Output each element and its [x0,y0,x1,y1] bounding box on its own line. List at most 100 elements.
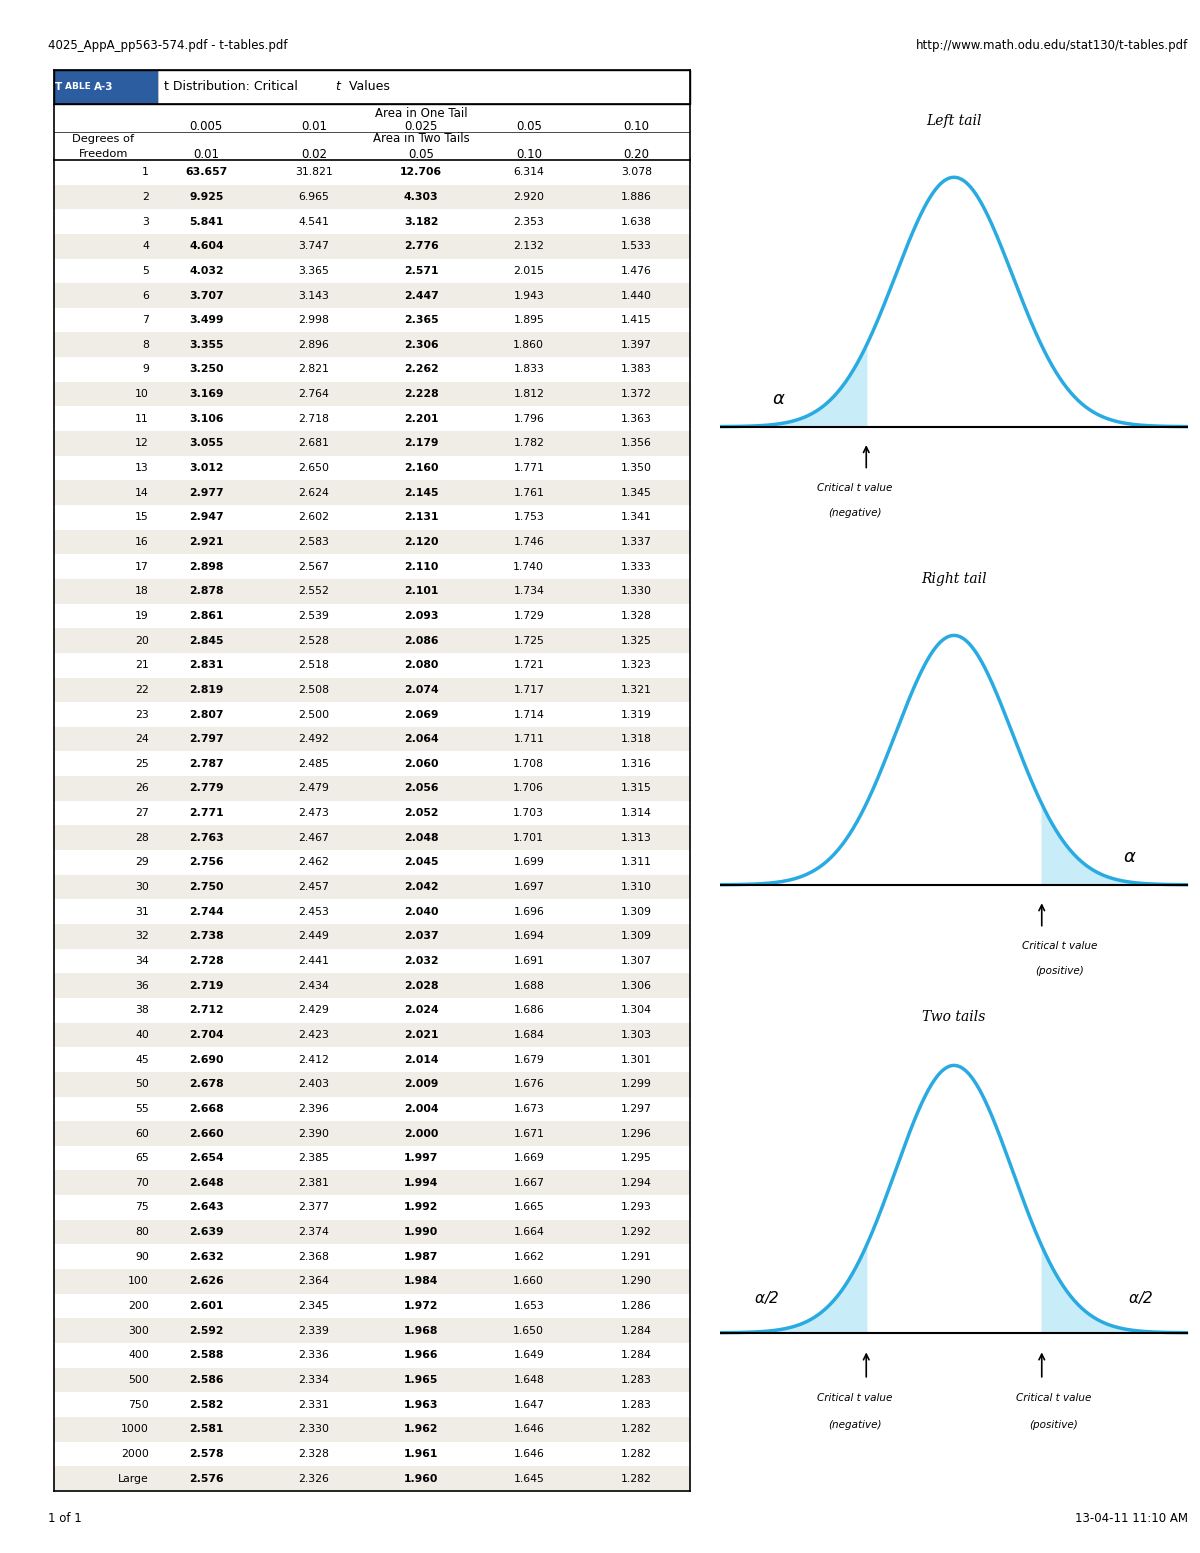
Text: 1.746: 1.746 [514,537,545,547]
Text: 2.567: 2.567 [299,562,329,572]
Text: 2.331: 2.331 [299,1399,329,1410]
Text: 1.729: 1.729 [514,610,545,621]
Text: 1.286: 1.286 [620,1301,652,1311]
Text: 2.668: 2.668 [190,1104,223,1114]
Text: Left tail: Left tail [926,115,982,129]
Text: 2.056: 2.056 [404,783,438,794]
Text: 2.528: 2.528 [299,635,329,646]
Text: 0.10: 0.10 [623,120,649,134]
Text: 1.860: 1.860 [514,340,545,349]
Text: 29: 29 [136,857,149,868]
Text: 1.283: 1.283 [620,1374,652,1385]
Text: 2.583: 2.583 [299,537,329,547]
Text: 2.578: 2.578 [190,1449,223,1458]
Text: 4.032: 4.032 [190,266,223,276]
Text: 2.086: 2.086 [404,635,438,646]
Text: 0.02: 0.02 [301,148,326,162]
Text: 5: 5 [142,266,149,276]
Text: 2.345: 2.345 [299,1301,329,1311]
Text: 80: 80 [136,1227,149,1238]
Text: 2.896: 2.896 [299,340,329,349]
Text: 2.385: 2.385 [299,1154,329,1163]
Text: 27: 27 [136,808,149,818]
Text: 22: 22 [136,685,149,694]
Text: 0.05: 0.05 [516,120,541,134]
Text: 1.968: 1.968 [404,1326,438,1336]
Text: 400: 400 [128,1350,149,1360]
Text: 2.681: 2.681 [299,438,329,449]
Text: 32: 32 [136,932,149,941]
Text: 1.987: 1.987 [404,1252,438,1261]
Text: 2.334: 2.334 [299,1374,329,1385]
Text: 2.145: 2.145 [404,488,438,497]
Text: 2.024: 2.024 [404,1005,439,1016]
Text: 1.650: 1.650 [514,1326,545,1336]
Text: 1.653: 1.653 [514,1301,545,1311]
Text: 2.819: 2.819 [190,685,223,694]
Text: 6.314: 6.314 [514,168,545,177]
Text: 2.492: 2.492 [299,735,329,744]
Text: 1.310: 1.310 [620,882,652,891]
Text: 1.350: 1.350 [620,463,652,474]
Text: 2.738: 2.738 [190,932,223,941]
Text: 1.701: 1.701 [514,832,545,843]
Text: 1.330: 1.330 [620,587,652,596]
Text: 8: 8 [142,340,149,349]
Text: 3.143: 3.143 [299,290,329,301]
Text: 2.364: 2.364 [299,1277,329,1286]
Text: 24: 24 [136,735,149,744]
Text: 2.764: 2.764 [299,390,329,399]
Text: 2.898: 2.898 [190,562,223,572]
Text: 75: 75 [136,1202,149,1213]
Text: 1.290: 1.290 [620,1277,652,1286]
Text: 2.977: 2.977 [190,488,223,497]
Text: T: T [55,82,62,92]
Text: t Distribution: Critical: t Distribution: Critical [163,81,301,93]
Text: 2.845: 2.845 [190,635,223,646]
Text: 2.131: 2.131 [404,512,438,522]
Text: 2.101: 2.101 [404,587,438,596]
Text: 2.592: 2.592 [190,1326,223,1336]
Text: 2.473: 2.473 [299,808,329,818]
Text: 2.718: 2.718 [299,413,329,424]
Text: 1.283: 1.283 [620,1399,652,1410]
Text: 4.303: 4.303 [404,193,439,202]
Text: 1.295: 1.295 [620,1154,652,1163]
Text: 2.654: 2.654 [190,1154,223,1163]
Text: 2.921: 2.921 [190,537,223,547]
Text: 1.679: 1.679 [514,1054,545,1064]
Text: 2.449: 2.449 [299,932,329,941]
Text: 2.807: 2.807 [190,710,223,719]
Text: 3.365: 3.365 [299,266,329,276]
Text: 3: 3 [142,216,149,227]
Text: 2.021: 2.021 [404,1030,438,1041]
Text: 2.368: 2.368 [299,1252,329,1261]
Text: 0.005: 0.005 [190,120,223,134]
Text: 2.326: 2.326 [299,1474,329,1483]
Text: 1.383: 1.383 [620,365,652,374]
Text: Two tails: Two tails [923,1009,985,1023]
Text: 5.841: 5.841 [190,216,223,227]
Text: 1.960: 1.960 [404,1474,438,1483]
Text: 2.434: 2.434 [299,980,329,991]
Text: 17: 17 [136,562,149,572]
Text: 2.306: 2.306 [404,340,439,349]
Text: 1.691: 1.691 [514,957,545,966]
Text: 1.740: 1.740 [514,562,545,572]
Text: 3.055: 3.055 [190,438,223,449]
Text: 2.328: 2.328 [299,1449,329,1458]
Text: Degrees of: Degrees of [72,134,134,144]
Text: t: t [335,81,340,93]
Text: 1.649: 1.649 [514,1350,545,1360]
Text: 2.518: 2.518 [299,660,329,671]
Text: 2.508: 2.508 [299,685,329,694]
Text: 1.297: 1.297 [620,1104,652,1114]
Text: 70: 70 [136,1177,149,1188]
Text: 1.771: 1.771 [514,463,545,474]
Text: 1.708: 1.708 [514,759,545,769]
Text: 90: 90 [136,1252,149,1261]
Text: 1.714: 1.714 [514,710,545,719]
Text: 1.314: 1.314 [620,808,652,818]
Text: 2.374: 2.374 [299,1227,329,1238]
Text: 1.782: 1.782 [514,438,545,449]
